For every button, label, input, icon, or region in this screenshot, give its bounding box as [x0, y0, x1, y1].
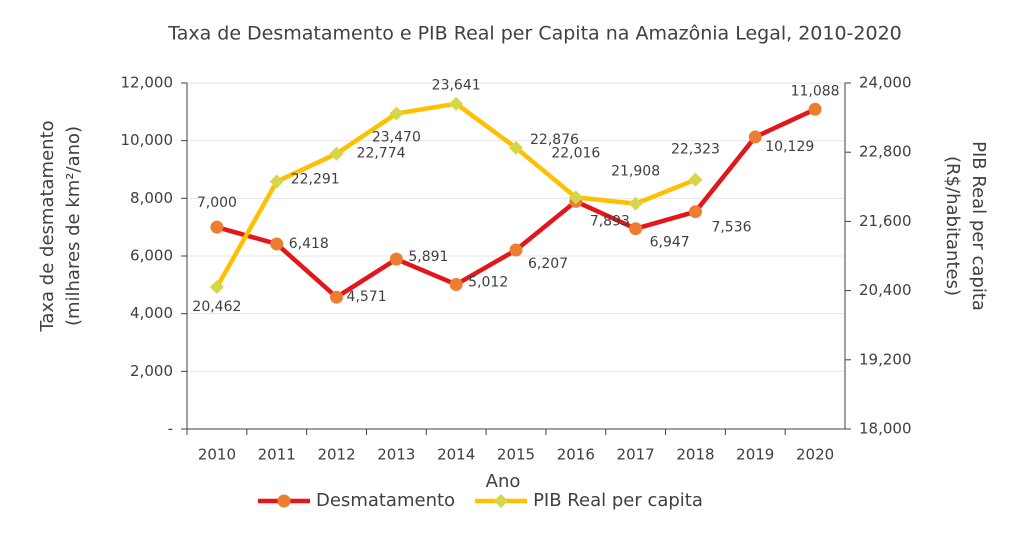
data-label: 5,891 — [408, 249, 448, 265]
y2-axis-title: PIB Real per capita (R$/habitantes) — [942, 141, 989, 311]
point — [688, 172, 703, 187]
point — [389, 106, 404, 121]
legend-label: PIB Real per capita — [533, 490, 703, 511]
y-tick-label: 12,000 — [121, 74, 174, 92]
x-tick-label: 2015 — [497, 446, 535, 464]
y2-tick-label: 20,400 — [859, 281, 912, 299]
point — [808, 102, 822, 116]
y-tick-label: 2,000 — [130, 362, 173, 380]
point — [210, 220, 224, 234]
y2-axis-title-line: (R$/habitantes) — [942, 156, 963, 296]
point — [389, 252, 403, 266]
data-label: 5,012 — [468, 274, 508, 290]
chart-title: Taxa de Desmatamento e PIB Real per Capi… — [167, 23, 902, 45]
point — [330, 290, 344, 304]
y-axis-title-line: Taxa de desmatamento — [37, 120, 58, 332]
series-line — [214, 101, 697, 289]
x-axis-title: Ano — [486, 471, 521, 492]
data-label: 22,016 — [551, 145, 600, 161]
x-tick-label: 2013 — [377, 446, 415, 464]
data-label: 20,462 — [192, 299, 241, 315]
point — [494, 494, 509, 508]
x-tick-label: 2010 — [198, 446, 236, 464]
data-label: 23,641 — [432, 78, 481, 94]
data-label: 6,418 — [289, 236, 329, 252]
y2-tick-label: 19,200 — [859, 350, 912, 368]
data-label: 22,323 — [671, 142, 720, 158]
y-tick-label: 10,000 — [121, 131, 174, 149]
y2-tick-label: 24,000 — [859, 74, 912, 92]
y2-tick-label: 22,800 — [859, 143, 912, 161]
y2-tick-label: 21,600 — [859, 212, 912, 230]
x-tick-label: 2018 — [676, 446, 714, 464]
x-tick-label: 2016 — [557, 446, 595, 464]
data-label: 6,947 — [650, 235, 690, 251]
data-label: 21,908 — [611, 164, 660, 180]
point — [688, 205, 702, 219]
series-line — [216, 107, 817, 300]
point — [509, 243, 523, 257]
data-label: 6,207 — [528, 256, 568, 272]
y-axis-title: Taxa de desmatamento (milhares de km²/an… — [37, 120, 84, 332]
data-label: 7,000 — [197, 195, 237, 211]
y-axis-title-line: (milhares de km²/ano) — [63, 126, 84, 326]
point — [449, 96, 464, 111]
y-tick-label: 8,000 — [130, 189, 173, 207]
point — [270, 237, 284, 251]
x-tick-label: 2011 — [258, 446, 296, 464]
x-tick-label: 2012 — [317, 446, 355, 464]
y-tick-label: - — [168, 420, 173, 438]
data-label: 4,571 — [347, 289, 387, 305]
y2-tick-label: 18,000 — [859, 420, 912, 438]
data-label: 7,893 — [590, 213, 630, 229]
data-label: 7,536 — [711, 220, 751, 236]
point — [329, 146, 344, 161]
x-tick-label: 2020 — [796, 446, 834, 464]
data-label: 23,470 — [372, 130, 421, 146]
x-tick-label: 2017 — [617, 446, 655, 464]
point — [748, 130, 762, 144]
point — [628, 196, 643, 211]
point — [449, 277, 463, 291]
x-tick-label: 2019 — [736, 446, 774, 464]
y-tick-label: 6,000 — [130, 247, 173, 265]
data-label: 11,088 — [791, 83, 840, 99]
data-label: 10,129 — [765, 139, 814, 155]
point — [629, 222, 643, 236]
point — [209, 280, 224, 295]
point — [277, 494, 291, 508]
y2-axis-title-line: PIB Real per capita — [968, 141, 989, 311]
point — [269, 174, 284, 189]
data-label: 22,774 — [357, 146, 406, 162]
x-tick-label: 2014 — [437, 446, 475, 464]
point — [568, 190, 583, 205]
point — [509, 140, 523, 155]
data-label: 22,291 — [291, 172, 340, 188]
y-tick-label: 4,000 — [130, 304, 173, 322]
data-label: 22,876 — [530, 132, 579, 148]
legend-label: Desmatamento — [316, 490, 455, 511]
